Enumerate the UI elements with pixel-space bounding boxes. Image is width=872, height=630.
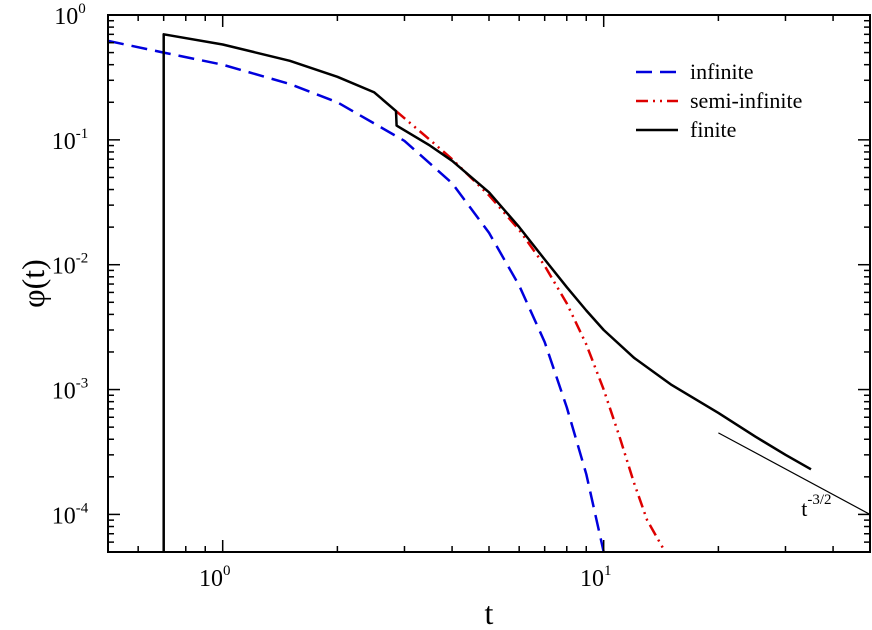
slope-annotation: t-3/2: [801, 492, 831, 521]
axis-ticks: [107, 14, 871, 553]
x-tick-label: 100: [199, 563, 231, 592]
y-tick-label: 100: [54, 1, 86, 30]
legend: infinite semi-infinite finite: [636, 59, 802, 142]
x-axis-label: t: [485, 595, 494, 630]
tick-labels: 100 101 100 10-1 10-2 10-3 10-4: [52, 1, 612, 592]
series-line-finite: [162, 33, 812, 552]
y-tick-label: 10-1: [52, 126, 89, 155]
reference-slope-line: [718, 432, 870, 515]
y-tick-label: 10-3: [52, 376, 89, 405]
legend-label-infinite: infinite: [690, 59, 754, 84]
plot-area: [108, 33, 870, 552]
legend-label-semi-infinite: semi-infinite: [690, 88, 802, 113]
y-tick-label: 10-2: [52, 251, 89, 280]
legend-label-finite: finite: [690, 117, 736, 142]
series-line-semi-infinite: [395, 110, 667, 552]
series-line-infinite: [108, 39, 605, 552]
x-tick-label: 101: [580, 563, 612, 592]
y-tick-label: 10-4: [52, 500, 89, 529]
y-axis-label: φ(t): [15, 259, 51, 308]
